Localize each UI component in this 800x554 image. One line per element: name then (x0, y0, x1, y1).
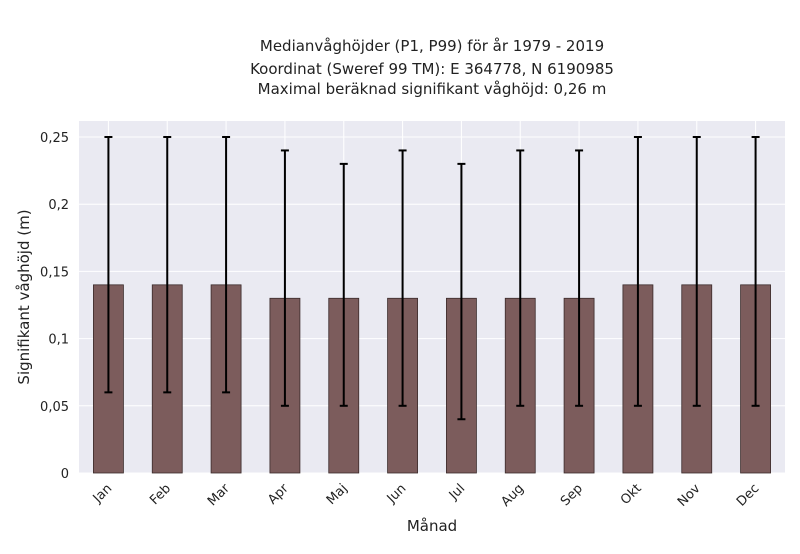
y-tick-labels: 0 0,05 0,1 0,15 0,2 0,25 (40, 131, 69, 482)
x-tick-label: Apr (265, 481, 292, 508)
x-tick-label: Okt (618, 481, 645, 508)
plot-area (79, 121, 785, 473)
x-tick-label: Jul (446, 481, 468, 503)
y-tick-label: 0,2 (48, 198, 69, 213)
x-tick-label: Jun (384, 481, 410, 507)
x-tick-label: Jan (90, 481, 115, 506)
y-axis-label: Signifikant våghöjd (m) (15, 209, 33, 384)
x-tick-label: Nov (675, 481, 704, 510)
x-tick-labels: Jan Feb Mar Apr Maj Jun Jul Aug Sep Okt Nov Dec (90, 481, 763, 510)
y-tick-label: 0,05 (40, 400, 69, 415)
x-tick-label: Maj (324, 481, 351, 508)
x-tick-label: Mar (205, 481, 233, 509)
x-tick-label: Aug (499, 481, 528, 510)
chart-title-line-3: Maximal beräknad signifikant våghöjd: 0,… (258, 80, 607, 98)
chart-title: Medianvåghöjder (P1, P99) för år 1979 - … (250, 37, 614, 98)
y-tick-label: 0,1 (48, 333, 69, 348)
chart-title-line-1: Medianvåghöjder (P1, P99) för år 1979 - … (260, 37, 604, 55)
error-bars (104, 136, 760, 421)
chart-title-line-2: Koordinat (Sweref 99 TM): E 364778, N 61… (250, 60, 614, 78)
x-tick-label: Dec (734, 481, 762, 509)
y-tick-label: 0,15 (40, 265, 69, 280)
x-axis-label: Månad (407, 517, 457, 535)
y-tick-label: 0 (61, 467, 69, 482)
y-tick-label: 0,25 (40, 131, 69, 146)
x-tick-label: Sep (558, 481, 586, 509)
x-tick-label: Feb (147, 481, 174, 508)
